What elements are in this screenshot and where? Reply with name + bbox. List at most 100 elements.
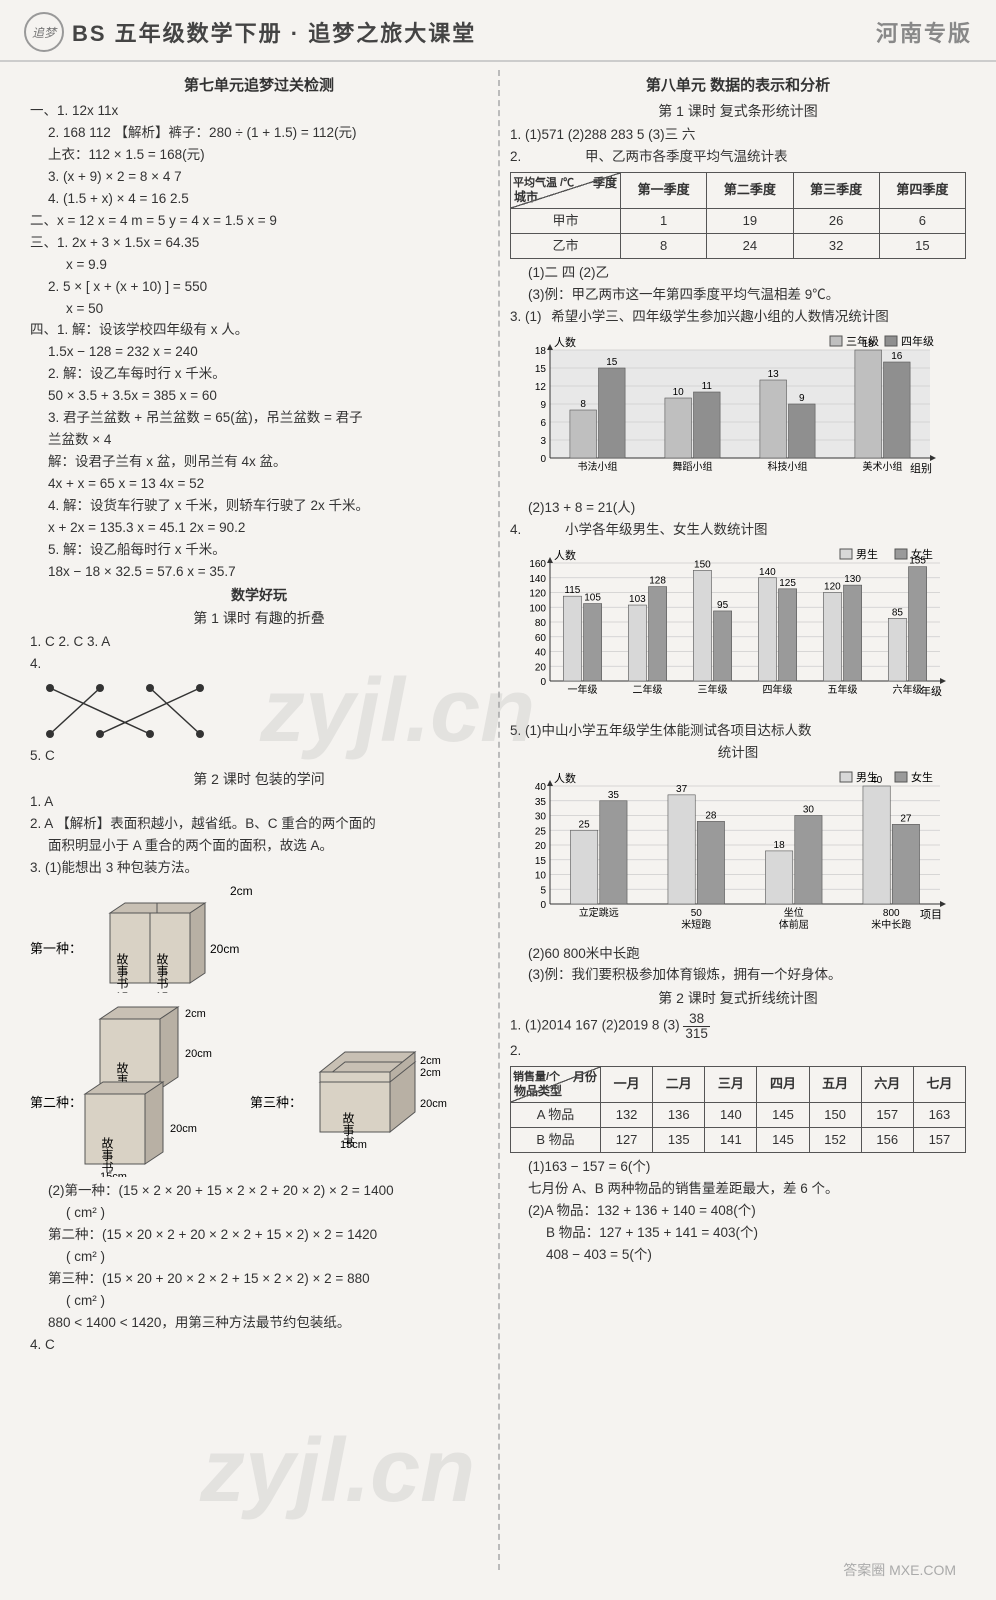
text: 50 × 3.5 + 3.5x = 385 x = 60 [30,386,488,407]
text: ( cm² ) [30,1247,488,1268]
text: 二、x = 12 x = 4 m = 5 y = 4 x = 1.5 x = 9 [30,211,488,232]
right-column: 第八单元 数据的表示和分析 第 1 课时 复式条形统计图 1. (1)571 (… [500,70,976,1570]
svg-text:12: 12 [535,382,547,393]
text: x = 9.9 [30,255,488,276]
text: 统计图 [510,743,966,764]
svg-text:人数: 人数 [554,549,576,562]
svg-text:书法小组: 书法小组 [578,460,618,473]
svg-text:15: 15 [535,855,547,866]
svg-text:105: 105 [584,592,601,603]
svg-text:0: 0 [540,900,546,911]
svg-text:10: 10 [535,870,547,881]
svg-text:140: 140 [759,566,776,577]
svg-text:40: 40 [535,782,547,793]
text: (3)例：甲乙两市这一年第四季度平均气温相差 9℃。 [510,285,966,306]
page-header: 追梦 BS 五年级数学下册 · 追梦之旅大课堂 河南专版 [0,0,996,62]
unit8-title: 第八单元 数据的表示和分析 [510,74,966,97]
text: 408 − 403 = 5(个) [510,1245,966,1266]
svg-text:140: 140 [529,573,546,584]
text: 四、1. 解：设该学校四年级有 x 人。 [30,320,488,341]
svg-text:125: 125 [779,577,796,588]
text: 4. [30,654,488,675]
svg-text:85: 85 [892,607,904,618]
svg-text:25: 25 [535,826,547,837]
svg-text:18: 18 [535,346,547,357]
text: 4. 小学各年级男生、女生人数统计图 [510,520,966,541]
text: 3. (1)能想出 3 种包装方法。 [30,858,488,879]
svg-text:舞蹈小组: 舞蹈小组 [673,460,713,473]
table-row: 乙市 824 3215 [511,233,966,258]
svg-text:人数: 人数 [554,772,576,785]
text: 1. C 2. C 3. A [30,632,488,653]
text: x + 2x = 135.3 x = 45.1 2x = 90.2 [30,518,488,539]
text: 3. 君子兰盆数 + 吊兰盆数 = 65(盆)，吊兰盆数 = 君子 [30,408,488,429]
gender-by-grade-chart: 020406080100120140160人数年级115105一年级103128… [510,545,966,715]
svg-text:9: 9 [540,400,546,411]
svg-text:35: 35 [535,796,547,807]
text: (3)例：我们要积极参加体育锻炼，拥有一个好身体。 [510,965,966,986]
svg-text:9: 9 [799,393,805,404]
svg-text:三年级: 三年级 [698,683,728,696]
text: (2)13 + 8 = 21(人) [510,498,966,519]
text: 2. 5 × [ x + (x + 10) ] = 550 [30,277,488,298]
svg-text:一年级: 一年级 [568,683,598,696]
svg-text:95: 95 [717,600,729,611]
text: 解：设君子兰有 x 盆，则吊兰有 4x 盆。 [30,452,488,473]
svg-text:20cm: 20cm [185,1048,212,1060]
svg-text:15cm: 15cm [155,990,184,993]
svg-text:2cm: 2cm [420,1055,441,1067]
svg-text:六年级: 六年级 [893,683,923,696]
svg-text:男生: 男生 [856,770,878,784]
svg-text:项目: 项目 [920,908,942,921]
svg-text:160: 160 [529,559,546,570]
text: (1)二 四 (2)乙 [510,263,966,284]
svg-text:18: 18 [774,839,786,850]
text: x = 50 [30,299,488,320]
svg-text:15: 15 [606,357,618,368]
text: 1. A [30,792,488,813]
svg-text:35: 35 [608,789,620,800]
text: 2. 168 112 【解析】裤子：280 ÷ (1 + 1.5) = 112(… [30,123,488,144]
svg-text:四年级: 四年级 [763,683,793,696]
svg-text:故事书: 故事书 [100,1136,114,1174]
text: 1. (1)2014 167 (2)2019 8 (3) 38315 [510,1012,966,1040]
u8-sub1: 第 1 课时 复式条形统计图 [510,101,966,123]
text: 1.5x − 128 = 232 x = 240 [30,342,488,363]
text: 2. 甲、乙两市各季度平均气温统计表 [510,147,966,168]
text: 880 < 1400 < 1420，用第三种方法最节约包装纸。 [30,1313,488,1334]
svg-text:115: 115 [564,585,580,596]
svg-text:0: 0 [540,677,546,688]
packaging-diagram-2-3: 第二种： 故事书 2cm 20cm 15cm 故事书 20cm 15cm [30,997,488,1177]
text: 2. A 【解析】表面积越小，越省纸。B、C 重合的两个面的 [30,814,488,835]
fitness-test-chart: 0510152025303540人数项目2535立定跳远372850米短跑183… [510,768,966,938]
svg-text:6: 6 [540,418,546,429]
svg-text:五年级: 五年级 [828,683,858,696]
text: 七月份 A、B 两种物品的销售量差距最大，差 6 个。 [510,1179,966,1200]
svg-text:人数: 人数 [554,336,576,349]
svg-text:女生: 女生 [911,547,933,561]
svg-text:米中长跑: 米中长跑 [871,918,911,931]
svg-text:二年级: 二年级 [633,683,663,696]
svg-text:13: 13 [768,369,780,380]
svg-text:103: 103 [629,594,646,605]
svg-text:故事书: 故事书 [115,952,129,990]
svg-text:40: 40 [535,647,547,658]
svg-text:100: 100 [529,603,546,614]
svg-text:800: 800 [883,908,900,919]
text: 面积明显小于 A 重合的两个面的面积，故选 A。 [30,836,488,857]
text: (2)第一种：(15 × 2 × 20 + 15 × 2 × 2 + 20 × … [30,1181,488,1202]
text: 4. (1.5 + x) × 4 = 16 2.5 [30,189,488,210]
svg-text:20cm: 20cm [420,1098,447,1110]
svg-text:体前屈: 体前屈 [779,918,809,931]
text: 第二种：(15 × 20 × 2 + 20 × 2 × 2 + 15 × 2) … [30,1225,488,1246]
table-row: 甲市 119 266 [511,208,966,233]
page-title: BS 五年级数学下册 · 追梦之旅大课堂 [72,16,476,48]
svg-text:128: 128 [649,575,666,586]
svg-text:27: 27 [900,813,912,824]
svg-text:20cm: 20cm [170,1123,197,1135]
svg-text:20: 20 [535,841,547,852]
fun-sub2: 第 2 课时 包装的学问 [30,769,488,791]
text: 4. 解：设货车行驶了 x 千米，则轿车行驶了 2x 千米。 [30,496,488,517]
text: 兰盆数 × 4 [30,430,488,451]
logo-icon: 追梦 [24,12,64,52]
